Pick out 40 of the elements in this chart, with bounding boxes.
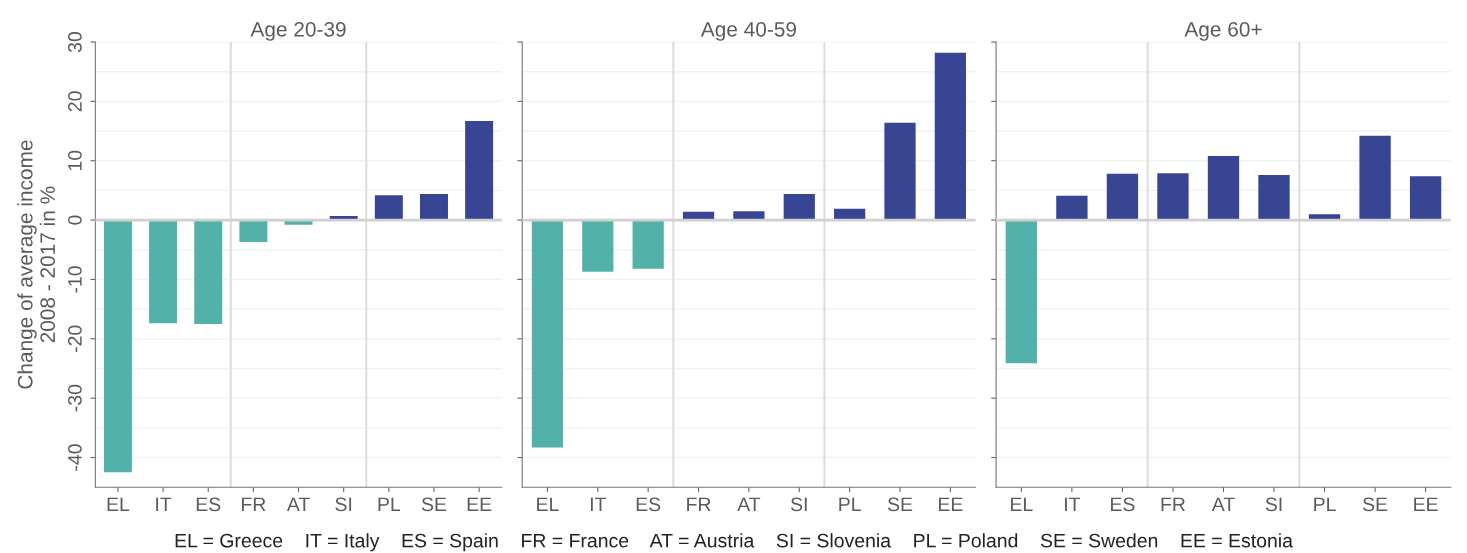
x-tick-label: ES (636, 497, 661, 512)
x-tick-label: EE (467, 497, 492, 512)
x-tick-label: PL (1314, 497, 1336, 512)
x-tick-label: AT (286, 497, 310, 512)
x-tick-label: ES (196, 497, 221, 512)
text: EL = Greece IT = Italy ES = Spain FR = France AT = Austria SI = Slovenia PL = Poland SE = Sweden EE = Estonia (175, 533, 1293, 552)
y-tick-label: -40 (68, 444, 82, 471)
x-tick-label: SI (1265, 497, 1282, 512)
x-tick-label: SE (421, 497, 447, 512)
chart-title: Age 20-39 (250, 21, 346, 41)
x-tick-label: AT (1211, 497, 1235, 512)
x-tick-label: PL (839, 497, 861, 512)
y-tick-label: -30 (68, 384, 82, 412)
x-tick-label: ES (1111, 497, 1135, 512)
x-tick-label: EE (939, 497, 963, 512)
x-tick-label: FR (1161, 497, 1186, 512)
x-tick-label: FR (242, 497, 266, 512)
x-tick-label: SI (790, 497, 807, 512)
y-tick-label: 20 (68, 91, 82, 112)
x-tick-label: AT (737, 497, 761, 512)
y-axis-title: Change of average income 2008 - 2017 in % (17, 140, 56, 389)
x-tick-label: EL (537, 497, 559, 512)
chart-title: Age 40-59 (700, 21, 796, 41)
x-tick-label: SE (1362, 497, 1388, 512)
y-tick-label: 30 (68, 31, 82, 53)
y-tick-label: -20 (68, 325, 82, 352)
y-tick-label: -10 (68, 266, 82, 293)
x-tick-label: EL (1011, 497, 1033, 512)
y-tick-label: 10 (68, 150, 82, 171)
x-tick-label: IT (1065, 497, 1081, 512)
y-tick-label: 0 (68, 215, 82, 225)
x-tick-label: FR (687, 497, 711, 512)
x-tick-label: EL (107, 497, 130, 512)
x-tick-label: IT (590, 497, 606, 512)
x-tick-label: SI (335, 497, 352, 512)
chart-title: Age 60+ (1184, 21, 1262, 41)
x-tick-label: EE (1414, 497, 1438, 512)
x-tick-label: SE (887, 497, 913, 512)
x-tick-label: IT (156, 497, 172, 512)
x-tick-label: PL (378, 497, 401, 512)
